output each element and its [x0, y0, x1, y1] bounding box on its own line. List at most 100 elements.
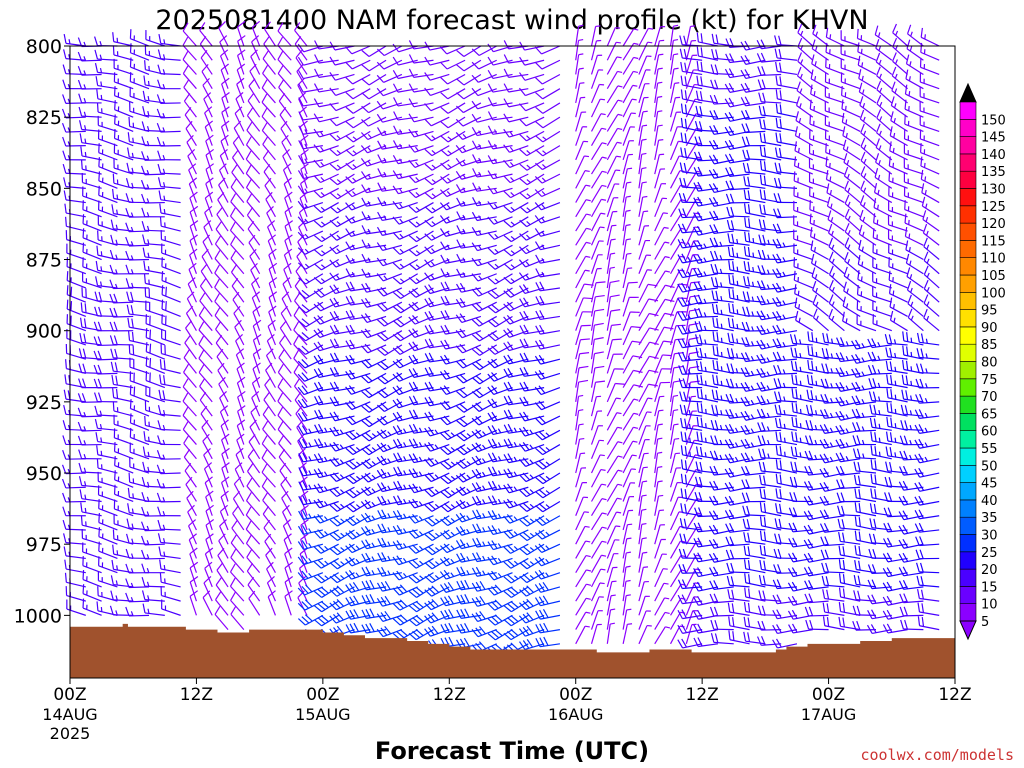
wind-barb — [199, 36, 213, 61]
barb-feather — [361, 225, 367, 235]
barb-staff — [65, 116, 86, 119]
barb-feather — [302, 510, 308, 519]
barb-feather — [63, 533, 67, 543]
barb-staff — [319, 330, 339, 339]
barb-half-feather — [434, 429, 439, 435]
barb-feather — [300, 490, 309, 498]
barb-feather — [96, 245, 99, 256]
wind-barb — [161, 285, 181, 303]
barb-half-feather — [387, 444, 392, 450]
wind-barb — [145, 371, 166, 389]
barb-feather — [313, 205, 322, 213]
wind-barb — [183, 363, 197, 389]
wind-barb — [245, 164, 261, 189]
barb-feather — [95, 432, 99, 442]
wind-barb — [408, 498, 434, 509]
barb-staff — [350, 258, 371, 264]
barb-half-feather — [403, 456, 407, 461]
barb-half-feather — [403, 470, 407, 475]
barb-staff — [98, 480, 118, 488]
barb-feather — [297, 262, 306, 270]
barb-feather — [245, 534, 252, 544]
barb-feather — [221, 462, 230, 469]
barb-half-feather — [403, 513, 407, 519]
wind-barb — [265, 348, 276, 374]
barb-feather — [348, 415, 357, 424]
barb-half-feather — [387, 431, 392, 436]
barb-staff — [303, 529, 323, 535]
barb-staff — [541, 59, 561, 70]
wind-barb — [519, 187, 545, 200]
wind-barb — [345, 444, 371, 456]
wind-barb — [63, 404, 86, 417]
barb-feather — [361, 448, 370, 456]
wind-barb — [487, 97, 513, 107]
wind-barb — [329, 324, 355, 335]
barb-feather — [283, 533, 292, 541]
wind-barb — [283, 177, 292, 203]
barb-feather — [77, 421, 83, 432]
barb-staff — [302, 472, 323, 477]
barb-feather — [456, 64, 465, 72]
barb-half-feather — [383, 260, 388, 265]
barb-staff — [320, 543, 339, 554]
barb-staff — [366, 301, 387, 308]
barb-half-feather — [99, 68, 103, 73]
barb-staff — [526, 130, 545, 142]
wind-barb — [221, 462, 230, 488]
wind-barb — [236, 49, 246, 75]
barb-half-feather — [494, 278, 500, 283]
barb-staff — [351, 187, 371, 198]
wind-barb — [161, 271, 181, 289]
barb-staff — [246, 115, 261, 132]
wind-barb — [261, 93, 276, 118]
barb-staff — [236, 84, 245, 104]
barb-staff — [366, 187, 387, 194]
wind-barb — [263, 391, 276, 417]
barb-feather — [333, 531, 342, 539]
barb-feather — [313, 469, 320, 478]
wind-barb — [219, 504, 229, 531]
barb-feather — [143, 431, 146, 441]
wind-barb — [471, 301, 497, 312]
barb-staff — [302, 116, 323, 121]
barb-staff — [204, 568, 213, 588]
barb-feather — [199, 292, 206, 302]
barb-half-feather — [323, 501, 328, 506]
barb-half-feather — [355, 518, 361, 523]
wind-barb — [202, 433, 213, 460]
barb-feather — [125, 606, 130, 617]
barb-half-feather — [163, 564, 166, 570]
barb-feather — [284, 575, 294, 583]
barb-staff — [65, 486, 86, 489]
barb-staff — [185, 313, 197, 331]
wind-barb — [252, 348, 262, 374]
barb-feather — [519, 219, 528, 228]
barb-staff — [145, 269, 165, 275]
wind-barb — [377, 182, 402, 192]
wind-barb — [298, 561, 308, 588]
barb-feather — [503, 190, 512, 199]
barb-feather — [345, 106, 354, 114]
wind-barb — [63, 389, 86, 403]
barb-feather — [235, 334, 244, 342]
barb-half-feather — [340, 503, 345, 508]
barb-feather — [317, 381, 324, 391]
barb-half-feather — [529, 574, 535, 580]
barb-staff — [293, 343, 308, 360]
barb-staff — [129, 339, 150, 346]
barb-feather — [297, 247, 306, 255]
barb-staff — [187, 155, 197, 175]
barb-feather — [333, 546, 342, 554]
barb-staff — [282, 169, 292, 189]
barb-staff — [431, 216, 450, 228]
barb-feather — [364, 473, 373, 481]
barb-feather — [329, 259, 337, 268]
wind-barb — [392, 83, 418, 93]
barb-staff — [248, 598, 261, 616]
barb-feather — [109, 249, 114, 260]
wind-barb — [279, 334, 292, 360]
barb-staff — [264, 28, 276, 47]
barb-feather — [376, 127, 383, 136]
wind-barb — [345, 228, 371, 238]
